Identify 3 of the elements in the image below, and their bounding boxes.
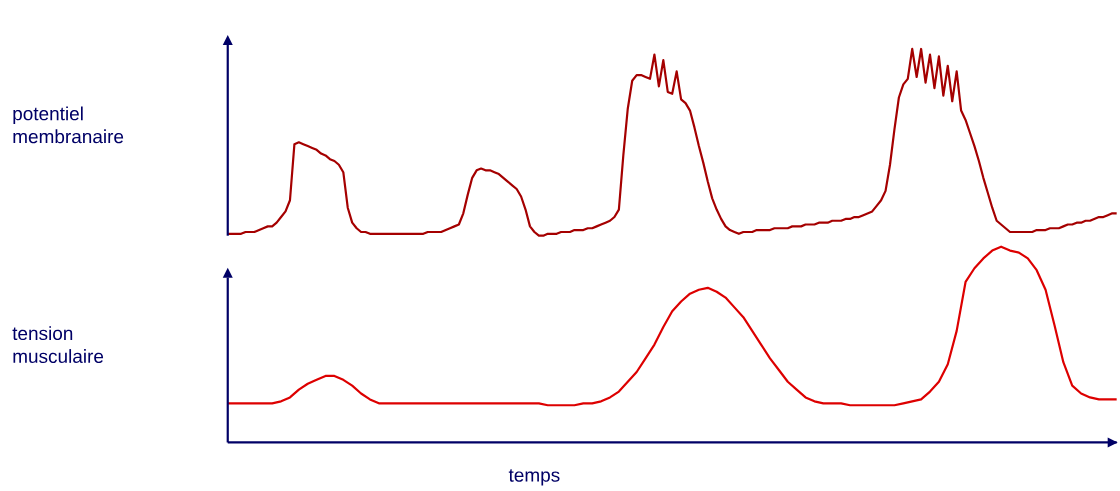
- y-axis-title: potentiel membranaire: [13, 106, 124, 144]
- x-axis-title: temps: [508, 469, 560, 486]
- y-axis-title: tension musculaire: [12, 325, 104, 363]
